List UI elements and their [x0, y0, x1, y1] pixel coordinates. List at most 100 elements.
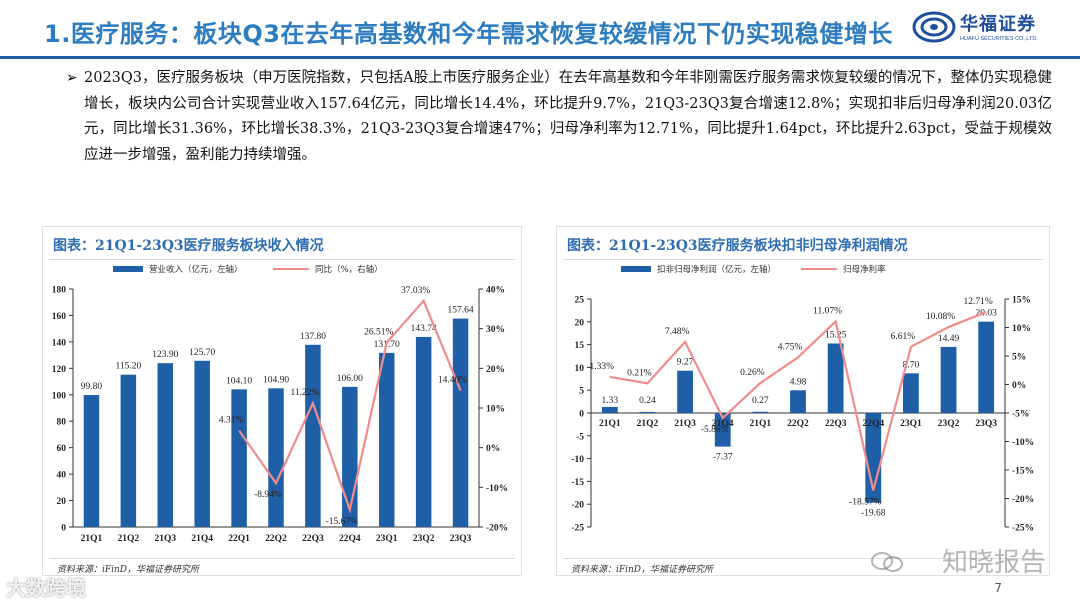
bar-value-label: 137.80 — [300, 332, 326, 342]
bar-value-label: -7.37 — [713, 453, 733, 463]
category-label: 21Q3 — [154, 534, 176, 544]
category-label: 22Q3 — [302, 534, 324, 544]
panel-divider — [49, 558, 515, 559]
line-value-label: 11.22% — [290, 388, 319, 398]
panel-divider — [563, 259, 1043, 260]
profit-chart-panel: 图表：21Q1-23Q3医疗服务板块扣非归母净利润情况 扣非归母净利润（亿元，左… — [556, 226, 1050, 576]
left-axis-tick-label: 0 — [579, 410, 584, 420]
bar-value-label: 15.25 — [825, 330, 847, 340]
left-axis-tick-label: -15 — [571, 478, 584, 488]
legend-bar-label: 营业收入（亿元，左轴） — [149, 264, 243, 275]
revenue-chart-source: 资料来源：iFinD，华福证券研究所 — [57, 565, 200, 575]
left-axis-tick-label: 5 — [579, 387, 584, 397]
title-divider — [0, 56, 1080, 59]
right-axis-tick-label: -10% — [1012, 438, 1034, 448]
line-value-label: 37.03% — [401, 286, 430, 296]
category-label: 21Q4 — [712, 419, 734, 429]
company-logo: 华福证券 HUAFU SECURITIES CO.,LTD. — [912, 8, 1072, 52]
category-label: 22Q2 — [787, 419, 809, 429]
logo-name: 华福证券 — [960, 14, 1036, 35]
bar — [305, 344, 321, 527]
right-axis-tick-label: 10% — [486, 405, 505, 415]
bar — [231, 389, 247, 527]
bar — [157, 363, 174, 527]
bar-value-label: 8.70 — [903, 360, 920, 370]
profit-chart-title: 图表：21Q1-23Q3医疗服务板块扣非归母净利润情况 — [567, 238, 908, 254]
left-axis-tick-label: 10 — [575, 364, 585, 374]
right-axis-tick-label: -20% — [486, 524, 508, 534]
line-value-label: 11.07% — [813, 306, 842, 316]
line-value-label: 0.26% — [740, 368, 765, 378]
bar-value-label: 99.80 — [81, 382, 103, 392]
right-axis-tick-label: -10% — [486, 484, 508, 494]
panel-divider — [49, 259, 515, 260]
right-axis-tick-label: 15% — [1012, 296, 1031, 306]
line-value-label: 12.71% — [964, 297, 993, 307]
bar — [601, 406, 618, 413]
revenue-chart: 营业收入（亿元，左轴） 同比（%，右轴） 0 20 40 60 80 100 120 140 160… — [52, 264, 508, 544]
left-axis-tick-label: 20 — [57, 497, 67, 507]
left-axis-tick-label: 60 — [57, 444, 67, 454]
bar-value-label: 104.10 — [226, 376, 252, 386]
line-value-label: 0.21% — [627, 368, 652, 378]
bar — [639, 411, 656, 413]
watermark-right: 知晓报告 — [941, 548, 1046, 578]
bar — [677, 370, 693, 413]
line-value-label: 26.51% — [364, 328, 393, 338]
bar — [452, 318, 469, 527]
bar — [120, 374, 137, 527]
category-label: 23Q2 — [413, 534, 435, 544]
revenue-chart-panel: 图表：21Q1-23Q3医疗服务板块收入情况 营业收入（亿元，左轴） 同比（%，右… — [42, 226, 522, 576]
revenue-chart-title: 图表：21Q1-23Q3医疗服务板块收入情况 — [53, 238, 324, 254]
category-label: 22Q1 — [228, 534, 250, 544]
summary-paragraph: 2023Q3，医疗服务板块（申万医院指数，只包括A股上市医疗服务企业）在去年高基… — [84, 70, 1052, 163]
line-value-label: 14.40% — [438, 376, 467, 386]
category-label: 23Q1 — [900, 419, 922, 429]
page-number: 7 — [994, 581, 1002, 595]
bar — [752, 411, 769, 413]
left-axis-tick-label: 40 — [57, 471, 67, 481]
right-axis-tick-label: -25% — [1012, 524, 1034, 534]
bar — [978, 321, 995, 413]
left-axis-tick-label: 80 — [57, 418, 67, 428]
right-axis-tick-label: 10% — [1012, 324, 1031, 334]
bar-value-label: 14.49 — [938, 334, 960, 344]
category-label: 21Q1 — [750, 419, 772, 429]
bar-value-label: 104.90 — [263, 375, 289, 385]
bar — [194, 360, 210, 527]
bullet-arrow-icon: ➢ — [66, 70, 78, 86]
left-axis-tick-label: -20 — [571, 501, 584, 511]
category-label: 21Q4 — [191, 534, 213, 544]
line-value-label: 1.33% — [590, 362, 615, 372]
bar-value-label: 9.27 — [677, 358, 694, 368]
line-value-label: 10.08% — [926, 312, 955, 322]
bar — [827, 343, 844, 413]
category-label: 21Q2 — [637, 419, 659, 429]
category-label: 21Q1 — [599, 419, 621, 429]
right-axis-tick-label: 20% — [486, 365, 505, 375]
category-label: 21Q3 — [674, 419, 696, 429]
line-value-label: -15.67% — [326, 517, 359, 527]
page-title: 1.医疗服务：板块Q3在去年高基数和今年需求恢复较缓情况下仍实现稳健增长 — [44, 20, 893, 48]
left-axis-tick-label: 160 — [52, 312, 67, 322]
left-axis-tick-label: 15 — [575, 341, 585, 351]
bar — [790, 390, 806, 413]
bar — [378, 352, 395, 527]
category-label: 21Q1 — [81, 534, 103, 544]
category-label: 22Q3 — [825, 419, 847, 429]
legend-line-label: 同比（%，右轴） — [315, 264, 383, 275]
bar — [865, 413, 882, 503]
category-label: 23Q3 — [975, 419, 997, 429]
right-axis-tick-label: -20% — [1012, 495, 1034, 505]
right-axis-tick-label: 5% — [1012, 353, 1026, 363]
bar-value-label: 106.00 — [337, 374, 363, 384]
line-value-label: 6.61% — [891, 332, 916, 342]
bar-value-label: 123.90 — [152, 350, 178, 360]
category-label: 23Q3 — [450, 534, 472, 544]
bar-value-label: -19.68 — [861, 509, 886, 519]
bar-value-label: 143.74 — [411, 324, 437, 334]
category-label: 22Q2 — [265, 534, 287, 544]
bar — [903, 373, 919, 413]
left-axis-tick-label: 100 — [52, 391, 67, 401]
right-axis-tick-label: 30% — [486, 325, 505, 335]
